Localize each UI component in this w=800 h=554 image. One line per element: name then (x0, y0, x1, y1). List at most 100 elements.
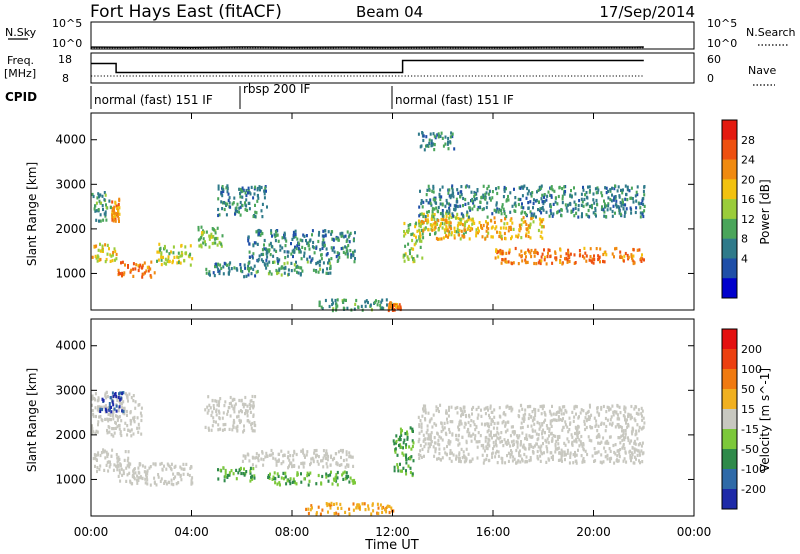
velocity-cell (424, 411, 427, 415)
velocity-cell (345, 458, 348, 462)
power-cell (487, 184, 490, 188)
velocity-cell (500, 431, 503, 435)
power-cell (561, 187, 564, 191)
velocity-cell (246, 411, 249, 415)
velocity-cell (584, 449, 587, 453)
velocity-cell (636, 423, 639, 427)
power-cell (412, 257, 415, 261)
velocity-cell (252, 467, 255, 471)
velocity-cell (109, 463, 112, 467)
velocity-cell (488, 416, 491, 420)
power-cell (433, 213, 436, 217)
velocity-colorbar-swatch-2 (722, 369, 737, 390)
velocity-cell (393, 465, 396, 469)
velocity-cell (521, 445, 524, 449)
power-cell (426, 218, 429, 222)
velocity-cell (539, 404, 542, 409)
power-cell (620, 188, 622, 192)
velocity-cell (461, 410, 464, 414)
power-cell (450, 215, 453, 219)
power-cell (593, 254, 595, 258)
velocity-cell (574, 439, 577, 443)
power-cell (104, 210, 107, 214)
velocity-cell (232, 421, 235, 425)
power-cell (294, 245, 296, 249)
power-cell (640, 201, 643, 206)
power-cell (488, 196, 491, 200)
velocity-cell (92, 456, 95, 461)
velocity-cell (146, 482, 149, 486)
power-cell (274, 239, 277, 243)
velocity-cell (508, 406, 511, 410)
cpid-mode-2: rbsp 200 IF (243, 82, 310, 96)
velocity-cell (347, 463, 350, 467)
velocity-cell (113, 407, 116, 411)
cpid-mode-3: normal (fast) 151 IF (395, 93, 514, 107)
power-cell (221, 185, 224, 189)
velocity-cell (563, 453, 566, 457)
velocity-cell (463, 460, 466, 464)
velocity-cell (405, 455, 407, 459)
velocity-cell (157, 475, 160, 479)
power-cell (211, 227, 214, 231)
power-feature-9 (247, 228, 356, 264)
velocity-cell (411, 439, 414, 443)
power-cell (245, 193, 248, 198)
power-cell (228, 196, 231, 200)
power-cell (464, 185, 467, 189)
power-cell (501, 205, 504, 209)
velocity-cell (253, 474, 256, 478)
velocity-cell (422, 433, 425, 437)
velocity-cell (91, 403, 93, 407)
velocity-cell (97, 423, 99, 427)
power-cell (527, 201, 530, 205)
power-cell (115, 204, 118, 208)
velocity-feature-9 (392, 426, 415, 478)
velocity-cell (161, 467, 164, 471)
velocity-cell (490, 430, 492, 434)
power-cell (578, 254, 581, 258)
power-cell (388, 304, 391, 308)
velocity-cell (486, 453, 489, 458)
velocity-cell (536, 420, 539, 424)
power-cell (297, 246, 300, 251)
velocity-cell (412, 459, 415, 463)
velocity-cell (519, 460, 522, 464)
power-cell (585, 191, 588, 195)
power-cell (119, 272, 121, 276)
power-cell (437, 132, 440, 136)
velocity-cell (117, 455, 120, 459)
velocity-cell (280, 462, 283, 466)
velocity-cell (627, 438, 630, 442)
power-cell (419, 189, 421, 193)
velocity-cell (353, 478, 356, 483)
power-cell (414, 241, 417, 245)
power-cell (217, 269, 220, 273)
power-cell (527, 189, 530, 193)
velocity-cell (335, 511, 338, 515)
power-cell (114, 249, 117, 253)
velocity-cell (450, 459, 453, 463)
power-cell (525, 234, 527, 238)
power-cell (109, 253, 112, 257)
power-cell (618, 211, 621, 215)
velocity-cell (622, 444, 625, 448)
velocity-cell (596, 410, 599, 414)
power-cell (500, 249, 503, 253)
velocity-cell (300, 480, 303, 484)
power-cell (540, 211, 543, 215)
power-cell (600, 191, 603, 195)
power-cell (525, 232, 528, 236)
power-cell (447, 147, 450, 151)
velocity-cell (239, 409, 242, 413)
velocity-cell (126, 433, 129, 437)
velocity-cell (543, 431, 546, 435)
velocity-colorbar-swatch-5 (722, 429, 737, 450)
power-cell (306, 260, 309, 264)
velocity-cell (137, 478, 140, 482)
velocity-feature-3 (116, 461, 194, 487)
power-cell (113, 215, 116, 219)
power-feature-16 (418, 184, 646, 219)
velocity-cell (512, 439, 515, 443)
